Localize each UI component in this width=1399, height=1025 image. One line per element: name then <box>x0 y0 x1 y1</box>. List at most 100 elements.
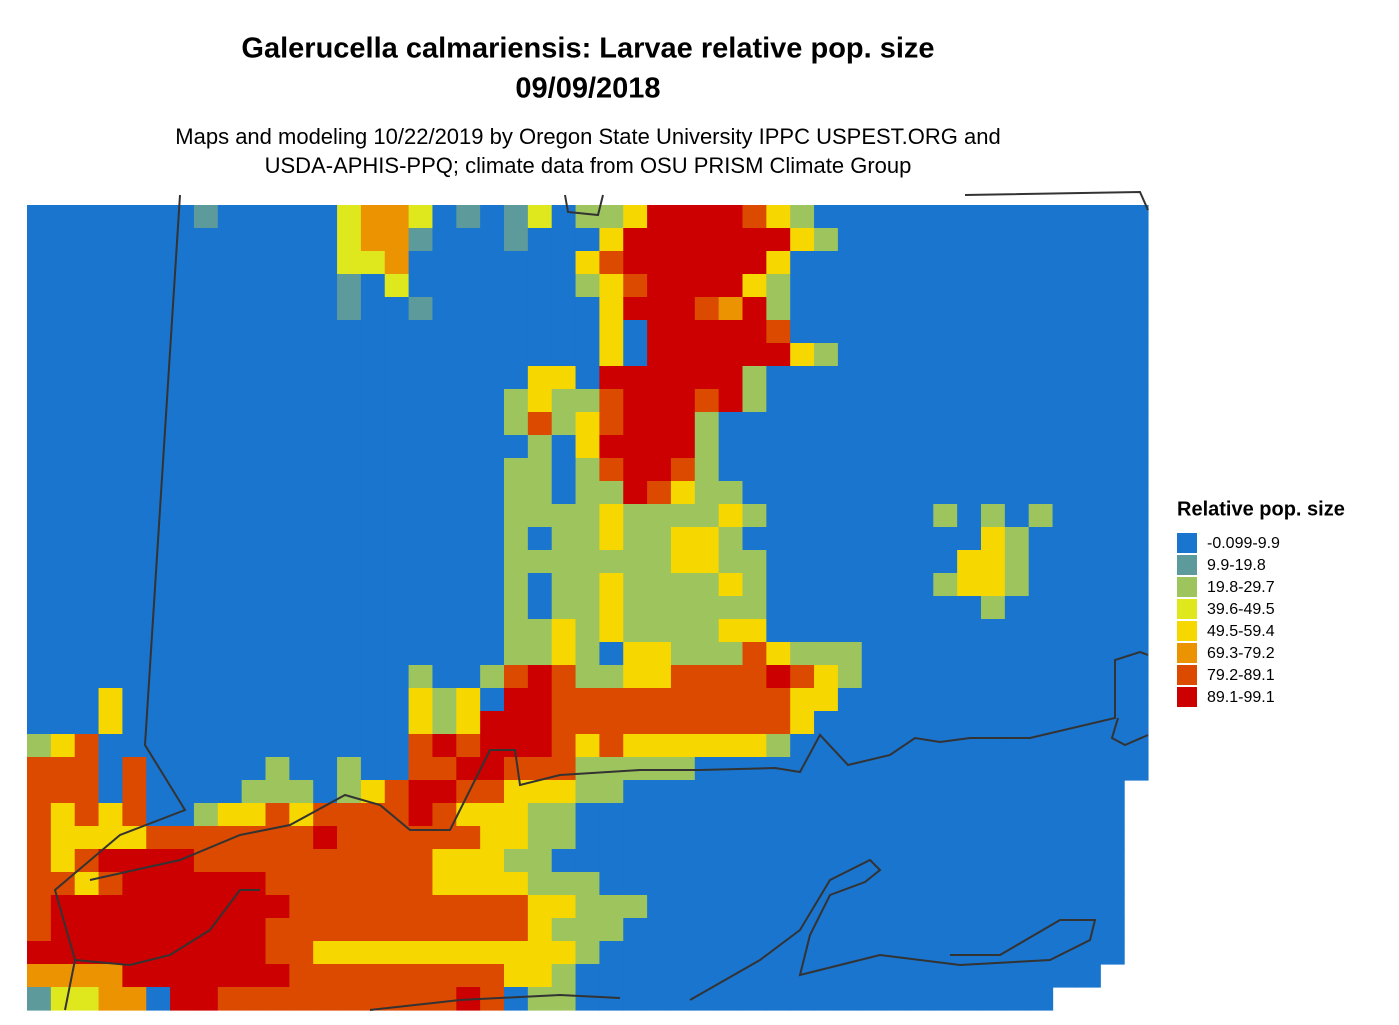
map-cell <box>790 849 815 873</box>
map-cell <box>265 803 290 827</box>
map-cell <box>1028 826 1054 850</box>
map-cell <box>957 757 982 781</box>
map-cell <box>551 435 577 459</box>
map-cell <box>384 251 410 275</box>
map-cell <box>193 688 219 712</box>
map-cell <box>1004 435 1030 459</box>
map-cell <box>360 527 386 551</box>
map-cell <box>766 642 791 666</box>
map-cell <box>718 412 744 436</box>
map-cell <box>551 734 577 758</box>
map-cell <box>957 458 982 482</box>
map-cell <box>718 596 744 620</box>
map-cell <box>1076 550 1101 574</box>
map-cell <box>122 251 147 275</box>
map-cell <box>742 826 767 850</box>
map-cell <box>456 412 481 436</box>
map-cell <box>527 918 553 942</box>
map-cell <box>432 711 457 735</box>
map-cell <box>170 366 195 390</box>
map-cell <box>408 757 434 781</box>
map-cell <box>384 550 410 574</box>
map-cell <box>1100 849 1125 873</box>
map-cell <box>1076 366 1101 390</box>
map-cell <box>241 596 267 620</box>
map-cell <box>1004 320 1030 344</box>
map-cell <box>909 711 934 735</box>
map-cell <box>1052 366 1077 390</box>
map-cell <box>742 711 767 735</box>
map-cell <box>790 619 815 643</box>
map-cell <box>384 320 410 344</box>
map-cell <box>432 642 457 666</box>
map-cell <box>837 826 863 850</box>
map-cell <box>432 366 457 390</box>
map-cell <box>1100 895 1125 919</box>
map-cell <box>27 550 52 574</box>
map-cell <box>337 251 362 275</box>
map-cell <box>694 458 720 482</box>
map-cell <box>289 688 314 712</box>
map-cell <box>241 251 267 275</box>
map-cell <box>670 320 696 344</box>
map-cell <box>766 481 791 505</box>
map-cell <box>694 964 720 988</box>
map-cell <box>50 366 76 390</box>
map-cell <box>1028 228 1054 252</box>
map-cell <box>885 205 911 229</box>
map-cell <box>480 964 505 988</box>
map-cell <box>265 389 290 413</box>
map-cell <box>718 550 744 574</box>
map-cell <box>98 872 123 896</box>
map-cell <box>217 780 243 804</box>
map-cell <box>74 573 100 597</box>
map-cell <box>313 987 338 1011</box>
map-cell <box>313 389 338 413</box>
map-cell <box>193 987 219 1011</box>
map-cell <box>98 297 123 321</box>
map-cell <box>170 665 195 689</box>
map-cell <box>27 366 52 390</box>
map-cell <box>265 734 290 758</box>
map-cell <box>551 872 577 896</box>
map-cell <box>1028 504 1054 528</box>
map-cell <box>670 665 696 689</box>
map-cell <box>360 366 386 390</box>
map-cell <box>432 964 457 988</box>
legend-swatch <box>1177 643 1197 663</box>
map-cell <box>337 550 362 574</box>
map-cell <box>384 596 410 620</box>
map-cell <box>1052 665 1077 689</box>
map-cell <box>575 550 600 574</box>
map-cell <box>217 918 243 942</box>
map-cell <box>861 274 887 298</box>
map-cell <box>909 435 934 459</box>
map-cell <box>790 642 815 666</box>
map-cell <box>1052 412 1077 436</box>
map-cell <box>814 619 839 643</box>
map-cell <box>718 826 744 850</box>
map-cell <box>313 826 338 850</box>
map-cell <box>504 895 529 919</box>
map-cell <box>122 987 147 1011</box>
map-cell <box>1100 665 1125 689</box>
map-cell <box>694 504 720 528</box>
map-cell <box>933 573 958 597</box>
map-cell <box>1004 964 1030 988</box>
map-cell <box>217 941 243 965</box>
map-cell <box>670 366 696 390</box>
map-cell <box>217 274 243 298</box>
map-cell <box>337 895 362 919</box>
map-cell <box>504 711 529 735</box>
map-cell <box>98 481 123 505</box>
map-cell <box>814 665 839 689</box>
map-cell <box>265 205 290 229</box>
map-cell <box>885 343 911 367</box>
map-cell <box>861 849 887 873</box>
map-cell <box>575 826 600 850</box>
map-cell <box>957 987 982 1011</box>
map-cell <box>193 527 219 551</box>
map-cell <box>957 435 982 459</box>
map-cell <box>408 412 434 436</box>
map-cell <box>241 619 267 643</box>
